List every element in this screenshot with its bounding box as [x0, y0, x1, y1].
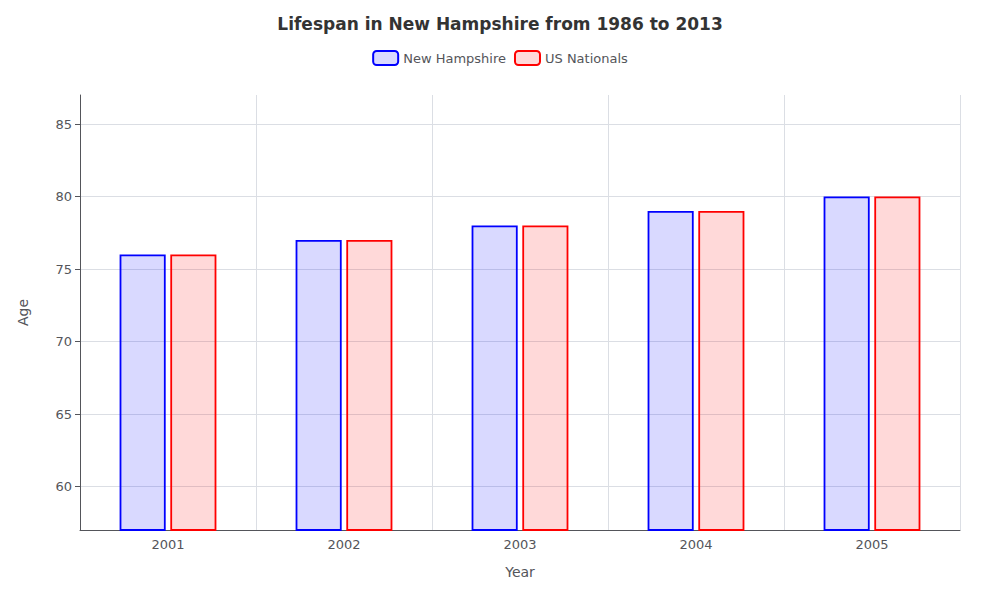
svg-text:80: 80 — [55, 189, 72, 204]
svg-text:60: 60 — [55, 479, 72, 494]
svg-text:65: 65 — [55, 407, 72, 422]
svg-text:85: 85 — [55, 117, 72, 132]
svg-text:Lifespan in New Hampshire from: Lifespan in New Hampshire from 1986 to 2… — [277, 14, 722, 34]
svg-text:US Nationals: US Nationals — [545, 51, 628, 66]
svg-text:2002: 2002 — [327, 537, 360, 552]
svg-text:Year: Year — [504, 564, 535, 580]
svg-text:2005: 2005 — [855, 537, 888, 552]
svg-text:2003: 2003 — [503, 537, 536, 552]
svg-text:New Hampshire: New Hampshire — [403, 51, 506, 66]
svg-text:Age: Age — [15, 299, 31, 326]
svg-text:2004: 2004 — [679, 537, 712, 552]
svg-text:75: 75 — [55, 262, 72, 277]
svg-text:2001: 2001 — [151, 537, 184, 552]
svg-text:70: 70 — [55, 334, 72, 349]
